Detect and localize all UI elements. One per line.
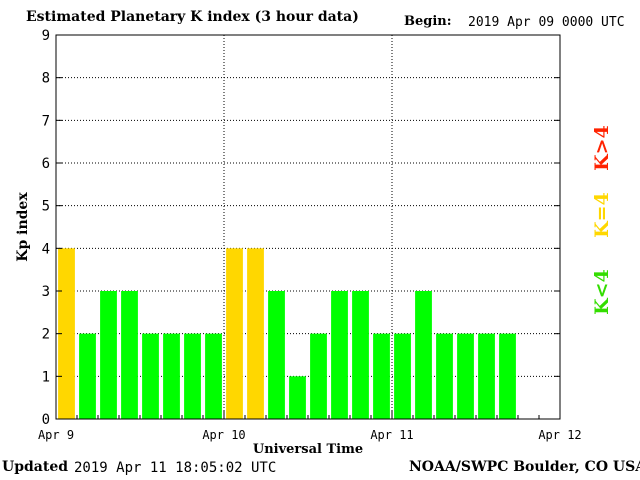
grid-lines (56, 35, 560, 419)
kp-bar (100, 291, 117, 419)
kp-bar (79, 333, 96, 419)
y-tick-label: 0 (42, 412, 50, 428)
kp-bar (58, 248, 75, 419)
kp-bar (289, 376, 306, 419)
begin-value: 2019 Apr 09 0000 UTC (468, 15, 625, 30)
y-tick-label: 3 (42, 284, 50, 300)
y-tick-label: 2 (42, 327, 50, 343)
kp-bar (268, 291, 285, 419)
x-axis-ticks: Apr 9 Apr 10 Apr 11 Apr 12 (38, 411, 582, 442)
kp-bar (247, 248, 264, 419)
kp-bar (163, 333, 180, 419)
y-tick-label: 5 (42, 199, 50, 215)
x-tick-label: Apr 11 (370, 428, 413, 442)
kp-bar (478, 333, 495, 419)
legend-equal: K=4 (591, 192, 613, 238)
kp-bar (226, 248, 243, 419)
kp-bar (415, 291, 432, 419)
kp-bar (205, 333, 222, 419)
kp-bar (457, 333, 474, 419)
y-tick-label: 9 (42, 28, 50, 44)
updated-value: 2019 Apr 11 18:05:02 UTC (74, 460, 277, 476)
kp-bar (373, 333, 390, 419)
y-tick-label: 1 (42, 369, 50, 385)
credit-text: NOAA/SWPC Boulder, CO USA (409, 459, 640, 475)
y-axis-label: Kp index (15, 192, 31, 262)
kp-bar (499, 333, 516, 419)
y-tick-label: 6 (42, 156, 50, 172)
kp-bar (310, 333, 327, 419)
bar-series (58, 248, 516, 419)
kp-bar (142, 333, 159, 419)
kp-bar (394, 333, 411, 419)
x-tick-label: Apr 12 (538, 428, 581, 442)
x-tick-label: Apr 9 (38, 428, 74, 442)
kp-bar (436, 333, 453, 419)
y-tick-label: 8 (42, 71, 50, 87)
y-tick-label: 4 (42, 241, 50, 257)
x-tick-label: Apr 10 (202, 428, 245, 442)
kp-bar (121, 291, 138, 419)
kp-bar (184, 333, 201, 419)
y-axis-ticks: 0 1 2 3 4 5 6 7 8 9 (42, 28, 560, 428)
chart-title: Estimated Planetary K index (3 hour data… (26, 9, 359, 25)
y-tick-label: 7 (42, 113, 50, 129)
legend-above: K>4 (591, 125, 613, 171)
kp-bar (331, 291, 348, 419)
kp-bar (352, 291, 369, 419)
updated-label: Updated (2, 459, 69, 475)
legend-below: K<4 (591, 269, 613, 315)
x-axis-label: Universal Time (253, 442, 363, 457)
begin-label: Begin: (404, 14, 452, 29)
